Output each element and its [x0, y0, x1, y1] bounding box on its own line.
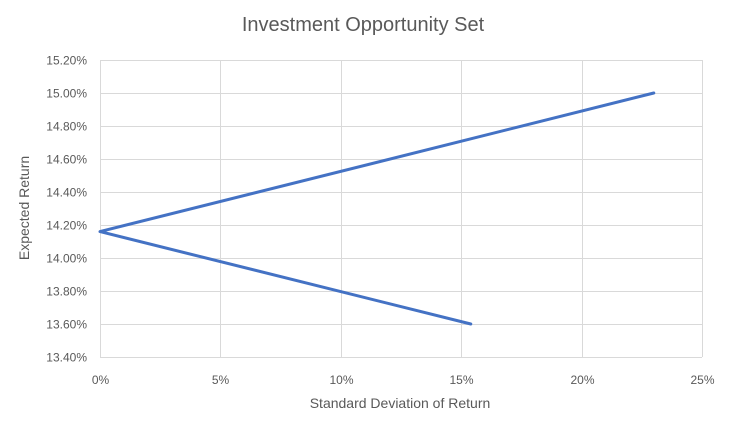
y-tick-label: 15.00%	[46, 87, 87, 101]
y-tick-label: 14.40%	[46, 186, 87, 200]
chart-title: Investment Opportunity Set	[242, 14, 485, 36]
y-axis-title: Expected Return	[16, 156, 32, 260]
series-line	[98, 91, 656, 326]
series-layer	[98, 91, 656, 326]
y-tick-label: 14.60%	[46, 153, 87, 167]
gridlines	[100, 60, 703, 358]
y-tick-label: 13.80%	[46, 285, 87, 299]
y-tick-label: 14.20%	[46, 219, 87, 233]
x-tick-label: 25%	[690, 373, 714, 387]
x-tick-label: 5%	[212, 373, 230, 387]
y-tick-label: 14.80%	[46, 120, 87, 134]
x-tick-label: 15%	[449, 373, 473, 387]
y-tick-label: 13.60%	[46, 318, 87, 332]
x-axis-ticks: 0% 5% 10% 15% 20% 25%	[92, 373, 715, 387]
y-tick-label: 15.20%	[46, 54, 87, 68]
x-axis-title: Standard Deviation of Return	[310, 395, 491, 411]
y-tick-label: 14.00%	[46, 252, 87, 266]
x-tick-label: 10%	[329, 373, 353, 387]
x-tick-label: 0%	[92, 373, 110, 387]
y-axis-ticks: 13.40% 13.60% 13.80% 14.00% 14.20% 14.40% 14.6…	[46, 54, 87, 365]
x-tick-label: 20%	[570, 373, 594, 387]
y-tick-label: 13.40%	[46, 351, 87, 365]
